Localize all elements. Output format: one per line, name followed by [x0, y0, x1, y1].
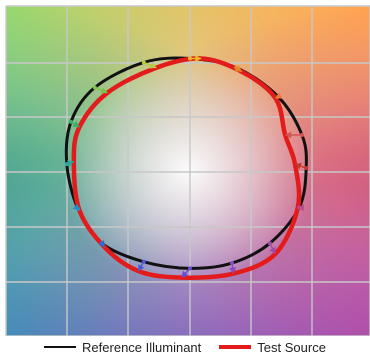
legend-label-test: Test Source: [257, 339, 326, 355]
background-color-wheel: [6, 6, 370, 336]
reference-point: [188, 56, 192, 61]
reference-point: [188, 266, 192, 271]
legend-swatch-test: [219, 345, 252, 349]
reference-point: [64, 162, 69, 167]
reference-point: [69, 119, 73, 124]
hue-shift-arrow: [72, 203, 80, 211]
reference-point: [99, 241, 104, 246]
grid-lines: [5, 5, 370, 336]
hue-shift-arrow: [69, 119, 80, 128]
hue-shift-arrow: [98, 240, 106, 248]
legend-label-reference: Reference Illuminant: [82, 339, 202, 355]
hue-shift-arrow: [267, 241, 277, 255]
hue-shift-arrow: [181, 266, 192, 279]
reference-point: [234, 65, 239, 70]
hue-shift-arrow: [64, 160, 75, 167]
reference-point: [267, 241, 272, 246]
reference-point: [92, 85, 97, 90]
hue-shift-arrow: [297, 204, 304, 212]
hue-shift-arrow: [229, 261, 237, 274]
reference-point: [76, 206, 80, 211]
reference-point: [141, 60, 146, 65]
hue-shift-arrow: [285, 131, 304, 139]
legend-item-reference: Reference Illuminant: [44, 340, 201, 355]
reference-point: [304, 166, 309, 171]
reference-point: [297, 205, 302, 210]
hue-shift-arrow: [275, 92, 283, 99]
reference-point: [230, 261, 234, 266]
legend: Reference Illuminant Test Source: [0, 336, 370, 358]
reference-point: [141, 259, 146, 264]
legend-item-test: Test Source: [219, 340, 326, 355]
hue-shift-arrow: [92, 85, 108, 94]
reference-point: [276, 94, 281, 99]
hue-shift-arrow: [141, 60, 157, 69]
legend-swatch-reference: [44, 346, 77, 348]
series-layer: [64, 55, 309, 280]
reference-point: [300, 133, 304, 138]
hue-shift-arrow: [234, 65, 243, 73]
plot-area: [5, 5, 370, 336]
hue-shift-arrow: [188, 55, 202, 62]
hue-shift-arrow: [294, 162, 309, 171]
hue-shift-arrow: [137, 259, 146, 272]
